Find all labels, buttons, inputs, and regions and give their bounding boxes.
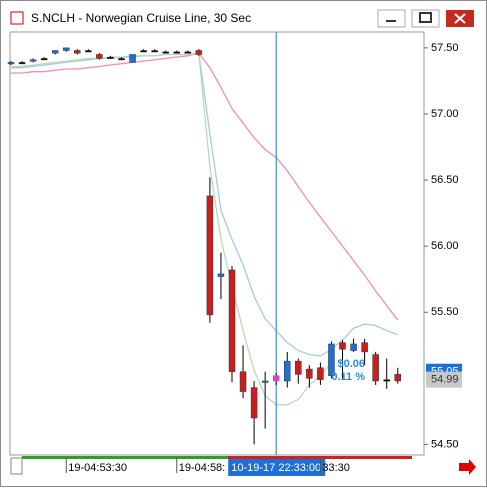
maximize-icon <box>419 12 432 23</box>
candle-body <box>295 360 302 375</box>
candle-body <box>383 379 390 382</box>
candle-body <box>284 360 291 382</box>
candle-body <box>107 56 114 59</box>
scroll-right-arrow[interactable] <box>459 459 476 475</box>
candle-body <box>63 47 70 51</box>
price-label: 54.99 <box>431 374 459 386</box>
app-icon <box>10 11 24 25</box>
crosshair-label-bg <box>228 459 326 476</box>
plot-area <box>9 31 425 456</box>
candle-body <box>317 367 324 380</box>
candle-body <box>151 50 158 53</box>
x-tick-label: 19-04:58: <box>179 462 225 474</box>
candle-body <box>228 269 236 372</box>
candle-body <box>328 343 335 376</box>
scroll-box[interactable] <box>10 457 23 475</box>
maximize-button[interactable] <box>411 9 440 28</box>
candle-body <box>195 50 203 55</box>
candle-body <box>206 195 214 316</box>
candle-body <box>74 50 81 54</box>
y-tick-label: 56.50 <box>431 174 459 186</box>
candle-body <box>7 62 15 65</box>
candle-body <box>350 343 357 351</box>
candle-body <box>85 50 92 53</box>
y-tick-label: 57.00 <box>431 108 459 120</box>
candle-body <box>40 58 48 61</box>
candle-body <box>217 273 225 277</box>
candle-body <box>339 342 346 350</box>
y-tick-label: 57.50 <box>431 42 459 54</box>
minimize-button[interactable] <box>377 9 406 28</box>
candle-body <box>239 371 247 392</box>
y-tick-label: 54.50 <box>431 438 459 450</box>
session-bar-green <box>22 456 228 459</box>
session-bar-red <box>228 456 412 459</box>
candle-body <box>184 51 192 54</box>
y-tick-label: 55.50 <box>431 306 459 318</box>
candle-body <box>140 50 147 53</box>
close-icon <box>454 13 466 24</box>
change-annotation: 0.11 % <box>331 371 365 383</box>
moving-average <box>11 53 332 406</box>
candle-body <box>129 54 136 63</box>
crosshair-label: 10-19-17 22:33:00 <box>231 462 321 474</box>
window-title: S.NCLH - Norwegian Cruise Line, 30 Sec <box>31 11 251 25</box>
candle-body <box>18 62 26 65</box>
candle-body <box>118 58 125 61</box>
x-tick-label: 19-04:53:30 <box>68 462 127 474</box>
candle-body <box>51 50 59 54</box>
plot <box>7 32 401 455</box>
candle-body <box>96 54 103 59</box>
candle-body <box>261 380 269 383</box>
candle-body <box>394 374 401 382</box>
candle-body <box>250 387 258 419</box>
candle-body <box>361 342 368 353</box>
candle-body <box>272 375 280 382</box>
candle-body <box>162 51 169 54</box>
x-tick-label: 33:30 <box>322 462 350 474</box>
change-annotation: $0.06 <box>337 358 365 370</box>
y-tick-label: 56.00 <box>431 240 459 252</box>
candle-body <box>173 51 180 54</box>
candle-body <box>306 368 313 379</box>
candle-body <box>29 59 37 62</box>
candle-body <box>372 354 379 382</box>
price-label-bg <box>426 371 462 388</box>
moving-average <box>11 52 399 321</box>
